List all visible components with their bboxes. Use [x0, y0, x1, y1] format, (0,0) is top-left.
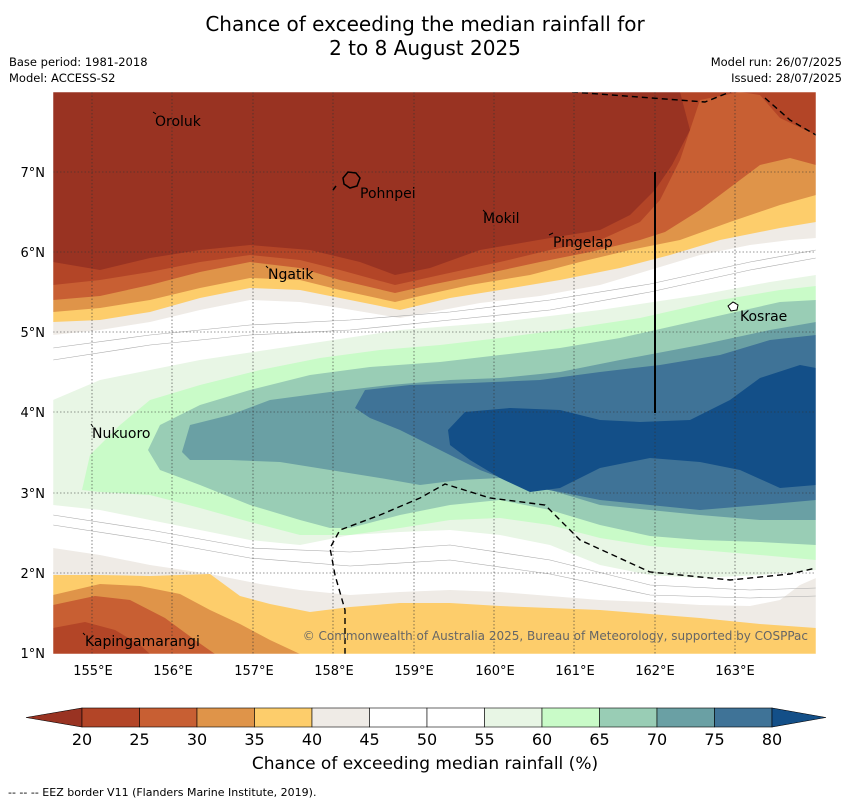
colorbar-tick-label: 20 [72, 730, 92, 749]
lat-label: 1°N [21, 647, 46, 662]
contour-field [53, 92, 816, 654]
colorbar-tick-label: 45 [359, 730, 379, 749]
colorbar-tick-label: 70 [647, 730, 667, 749]
lon-label: 155°E [73, 664, 113, 679]
lat-label: 2°N [21, 567, 46, 582]
latitude-labels: 7°N 6°N 5°N 4°N 3°N 2°N 1°N [21, 166, 46, 662]
lon-label: 163°E [715, 664, 755, 679]
colorbar-segment [81, 707, 140, 728]
lat-label: 7°N [21, 166, 46, 181]
place-labels: Oroluk Pohnpei Mokil Pingelap Ngatik Kos… [85, 114, 787, 650]
eez-footnote: -- -- -- EEZ border V11 (Flanders Marine… [8, 786, 317, 799]
colorbar-tick-label: 55 [474, 730, 494, 749]
colorbar-segment [426, 707, 485, 728]
colorbar-tick-label: 35 [244, 730, 264, 749]
colorbar-segment [714, 707, 773, 728]
kosrae-island-shape [727, 301, 739, 312]
meta-left: Base period: 1981-2018 Model: ACCESS-S2 [9, 54, 148, 86]
title-line-2: 2 to 8 August 2025 [329, 36, 521, 60]
place-kosrae: Kosrae [740, 309, 787, 325]
pohnpei-islet [332, 185, 337, 191]
colorbar-tick-label: 40 [302, 730, 322, 749]
lat-label: 5°N [21, 326, 46, 341]
place-nukuoro: Nukuoro [92, 426, 150, 442]
colorbar-segment [599, 707, 658, 728]
place-mokil: Mokil [483, 211, 520, 227]
pohnpei-island-shape [342, 171, 361, 189]
place-ngatik: Ngatik [268, 267, 314, 283]
lon-label: 160°E [475, 664, 515, 679]
colorbar-tick-label: 30 [187, 730, 207, 749]
place-oroluk: Oroluk [155, 114, 202, 130]
copyright-notice: © Commonwealth of Australia 2025, Bureau… [303, 629, 808, 643]
place-kapingamarangi: Kapingamarangi [85, 634, 200, 650]
colorbar-tick-label: 65 [589, 730, 609, 749]
colorbar-segment [484, 707, 543, 728]
meta-right: Model run: 26/07/2025 Issued: 28/07/2025 [711, 54, 842, 86]
title-line-1: Chance of exceeding the median rainfall … [205, 12, 645, 36]
band-above-85 [448, 365, 816, 492]
colorbar-segment [656, 707, 715, 728]
contour-lines [53, 249, 816, 599]
colorbar-segment [369, 707, 428, 728]
lon-label: 159°E [394, 664, 434, 679]
lon-label: 161°E [555, 664, 595, 679]
plot-frame [52, 91, 817, 655]
model-name: Model: ACCESS-S2 [9, 71, 116, 85]
colorbar-extend-low [25, 707, 83, 728]
eez-border [329, 92, 816, 654]
colorbar-tick-label: 80 [762, 730, 782, 749]
longitude-labels: 155°E 156°E 157°E 158°E 159°E 160°E 161°… [73, 664, 755, 679]
colorbar-label: Chance of exceeding median rainfall (%) [251, 754, 599, 774]
model-run: Model run: 26/07/2025 [710, 55, 842, 69]
colorbar-tick-label: 60 [532, 730, 552, 749]
colorbar-tick-label: 25 [129, 730, 149, 749]
lon-label: 157°E [234, 664, 274, 679]
lon-label: 156°E [153, 664, 193, 679]
lon-label: 158°E [314, 664, 354, 679]
colorbar-tick-label: 75 [704, 730, 724, 749]
atoll-markers [82, 111, 554, 636]
lat-label: 6°N [21, 246, 46, 261]
issued-date: Issued: 28/07/2025 [731, 71, 842, 85]
place-pingelap: Pingelap [553, 235, 613, 251]
colorbar-segment [311, 707, 370, 728]
band-below-20-north [53, 92, 690, 275]
colorbar-segment [254, 707, 313, 728]
colorbar-extend-high [771, 707, 827, 728]
colorbar-tick-label: 50 [417, 730, 437, 749]
lon-label: 162°E [635, 664, 675, 679]
lat-label: 4°N [21, 406, 46, 421]
band-20-25-south [53, 622, 150, 654]
colorbar-segment [196, 707, 255, 728]
lat-label: 3°N [21, 487, 46, 502]
place-pohnpei: Pohnpei [360, 186, 416, 202]
colorbar-segment [541, 707, 600, 728]
base-period: Base period: 1981-2018 [9, 55, 148, 69]
colorbar: 20 25 30 35 40 45 50 55 60 65 70 75 80 [25, 707, 827, 749]
map-title: Chance of exceeding the median rainfall … [0, 12, 850, 60]
colorbar-segment [139, 707, 198, 728]
